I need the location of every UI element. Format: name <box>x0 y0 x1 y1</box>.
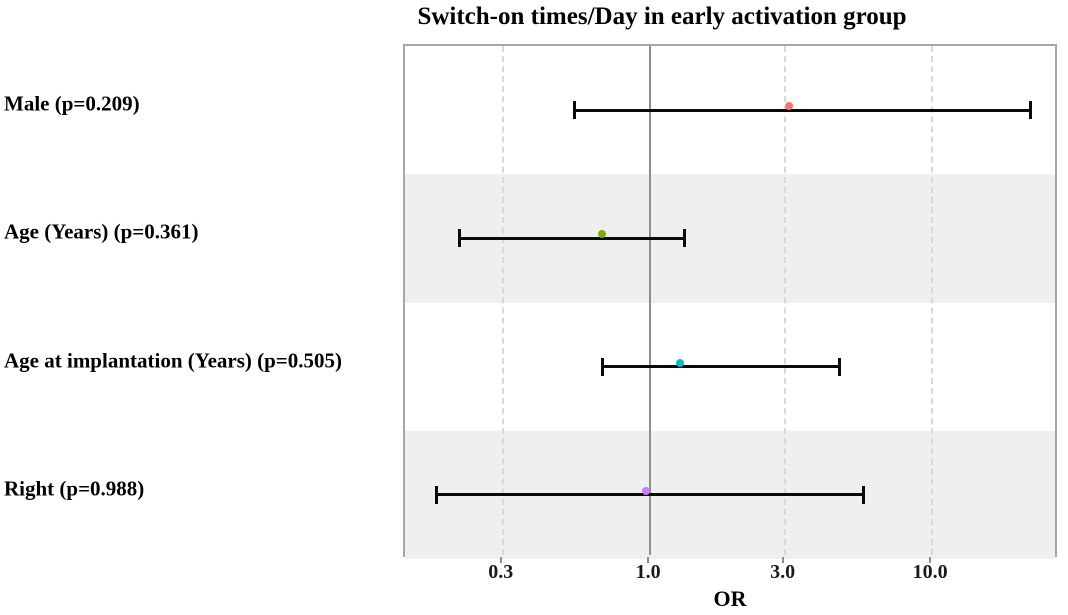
ci-cap-low <box>573 101 577 120</box>
or-point-marker <box>642 486 651 495</box>
x-tick-label: 0.3 <box>488 561 514 583</box>
or-point-marker <box>598 230 607 239</box>
ci-cap-low <box>457 229 461 248</box>
x-tick-mark <box>499 557 502 563</box>
confidence-interval-line <box>436 493 864 497</box>
x-tick-mark <box>929 557 932 563</box>
ci-cap-high <box>838 357 842 376</box>
gridline <box>783 46 786 555</box>
row-label: Male (p=0.209) <box>4 91 140 116</box>
x-tick-label: 1.0 <box>635 561 661 583</box>
or-point-marker <box>676 358 685 367</box>
ci-cap-low <box>435 485 439 504</box>
row-label: Right (p=0.988) <box>4 476 145 501</box>
x-tick-mark <box>781 557 784 563</box>
x-axis-label: OR <box>713 586 747 611</box>
confidence-interval-line <box>459 236 685 240</box>
ci-cap-high <box>682 229 686 248</box>
x-tick-mark <box>647 557 650 563</box>
ci-cap-high <box>1028 101 1032 120</box>
gridline <box>501 46 504 555</box>
x-tick-label: 3.0 <box>770 561 796 583</box>
or-point-marker <box>784 102 793 111</box>
gridline <box>931 46 934 555</box>
row-label: Age (Years) (p=0.361) <box>4 219 199 244</box>
confidence-interval-line <box>574 108 1031 112</box>
confidence-interval-line <box>602 365 840 369</box>
ci-cap-high <box>861 485 865 504</box>
reference-line-or-1 <box>649 46 652 555</box>
plot-panel <box>403 44 1057 559</box>
row-label: Age at implantation (Years) (p=0.505) <box>4 348 343 373</box>
x-tick-label: 10.0 <box>912 561 948 583</box>
chart-title: Switch-on times/Day in early activation … <box>417 3 907 30</box>
ci-cap-low <box>601 357 605 376</box>
